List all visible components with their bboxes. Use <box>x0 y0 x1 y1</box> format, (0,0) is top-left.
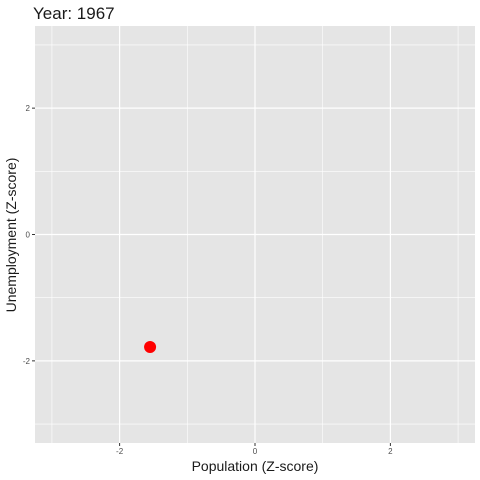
x-tick-label: 2 <box>388 447 393 456</box>
y-tick-label: -2 <box>23 357 31 366</box>
chart-title: Year: 1967 <box>33 4 115 23</box>
x-tick-label: 0 <box>253 447 258 456</box>
y-axis-ticks: -2 0 2 <box>23 104 35 366</box>
x-tick-label: -2 <box>116 447 124 456</box>
major-gridlines <box>35 26 475 443</box>
y-tick-label: 0 <box>26 231 31 240</box>
y-axis-title: Unemployment (Z-score) <box>3 158 19 313</box>
x-axis-ticks: -2 0 2 <box>116 443 393 456</box>
data-point <box>144 340 157 353</box>
data-points <box>144 340 157 353</box>
y-tick-label: 2 <box>26 104 31 113</box>
x-axis-title: Population (Z-score) <box>192 458 319 474</box>
